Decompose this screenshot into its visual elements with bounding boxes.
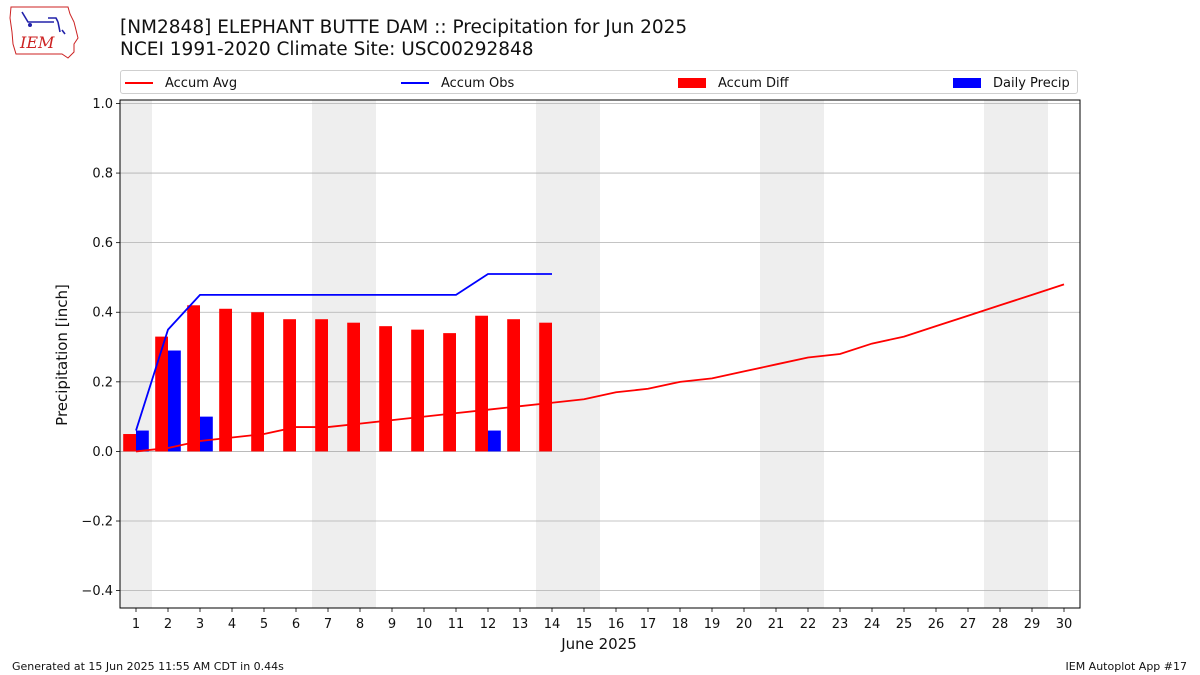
legend-swatch-accum-obs: [401, 82, 429, 84]
x-tick-label: 11: [448, 617, 465, 632]
x-tick-label: 14: [544, 617, 561, 632]
y-tick-label: 0.0: [92, 445, 113, 460]
accum-diff-bar-day-10: [411, 329, 424, 452]
x-tick-label: 28: [992, 617, 1009, 632]
x-tick-label: 9: [388, 617, 396, 632]
x-tick-label: 16: [608, 617, 625, 632]
chart-legend: Accum Avg Accum Obs Accum Diff Daily Pre…: [120, 70, 1078, 94]
x-tick-label: 24: [864, 617, 881, 632]
lines: [135, 273, 1065, 453]
daily-precip-bar-day-2: [168, 350, 181, 452]
app-label: IEM Autoplot App #17: [1065, 660, 1188, 673]
weekend-band-day-29: [1016, 100, 1048, 608]
legend-label-accum-diff: Accum Diff: [718, 75, 789, 91]
x-tick-label: 22: [800, 617, 817, 632]
iowa-outline: [9, 6, 79, 59]
y-tick-label: −0.2: [81, 515, 113, 530]
weather-symbols-icon: [21, 11, 66, 35]
accum-diff-bar-day-4: [219, 308, 232, 452]
chart-title: [NM2848] ELEPHANT BUTTE DAM :: Precipita…: [120, 17, 688, 38]
y-tick-label: 1.0: [92, 97, 113, 112]
y-tick-label: 0.4: [92, 306, 113, 321]
x-tick-label: 12: [480, 617, 497, 632]
legend-swatch-accum-avg: [125, 82, 153, 84]
accum-diff-bar-day-13: [507, 319, 520, 452]
x-tick-label: 1: [132, 617, 140, 632]
accum-diff-bar-day-5: [251, 312, 264, 452]
weekend-band-day-15: [568, 100, 600, 608]
accum-diff-bar-day-6: [283, 319, 296, 452]
accum-diff-bar-day-12: [475, 315, 488, 452]
x-tick-label: 17: [640, 617, 657, 632]
x-tick-label: 26: [928, 617, 945, 632]
x-tick-label: 8: [356, 617, 364, 632]
daily-precip-bar-day-12: [488, 430, 501, 452]
legend-item-accum-obs: Accum Obs: [401, 74, 514, 92]
x-tick-label: 20: [736, 617, 753, 632]
x-tick-label: 10: [416, 617, 433, 632]
weekend-band-day-1: [120, 100, 152, 608]
weekend-band-day-28: [984, 100, 1016, 608]
logo-text: IEM: [19, 33, 55, 52]
accum-diff-bar-day-7: [315, 319, 328, 452]
accum-diff-bar-day-3: [187, 305, 200, 452]
accum-obs-line: [135, 273, 552, 431]
x-tick-label: 23: [832, 617, 849, 632]
axes: [119, 99, 1081, 609]
plot-frame: [119, 99, 1081, 609]
legend-item-accum-avg: Accum Avg: [125, 74, 237, 92]
generated-timestamp: Generated at 15 Jun 2025 11:55 AM CDT in…: [12, 660, 284, 673]
accum-diff-bar-day-9: [379, 326, 392, 452]
legend-label-accum-obs: Accum Obs: [441, 75, 515, 91]
accum-diff-bar-day-1: [123, 434, 136, 452]
x-tick-label: 6: [292, 617, 300, 632]
y-axis-label: Precipitation [inch]: [53, 284, 71, 426]
legend-swatch-daily-precip: [953, 78, 981, 88]
x-tick-label: 19: [704, 617, 721, 632]
x-tick-label: 18: [672, 617, 689, 632]
x-tick-label: 15: [576, 617, 593, 632]
daily-precip-bar-day-3: [200, 416, 213, 452]
x-tick-label: 4: [228, 617, 236, 632]
y-tick-label: 0.6: [92, 236, 113, 251]
legend-label-daily-precip: Daily Precip: [993, 75, 1070, 91]
bars: [123, 305, 552, 452]
x-tick-label: 21: [768, 617, 785, 632]
y-gridlines: [120, 103, 1080, 592]
x-tick-label: 27: [960, 617, 977, 632]
weekend-band-day-21: [760, 100, 792, 608]
y-ticks: −0.4 −0.2 0.0 0.2 0.4 0.6 0.8 1.0: [81, 97, 120, 599]
x-axis-label: June 2025: [560, 635, 637, 653]
accum-diff-bar-day-14: [539, 322, 552, 452]
accum-diff-bar-day-11: [443, 333, 456, 452]
weekend-band-day-22: [792, 100, 824, 608]
x-tick-label: 5: [260, 617, 268, 632]
x-tick-label: 2: [164, 617, 172, 632]
legend-item-accum-diff: Accum Diff: [678, 74, 789, 92]
legend-item-daily-precip: Daily Precip: [953, 74, 1070, 92]
daily-precip-bar-day-1: [136, 430, 149, 452]
x-tick-label: 30: [1056, 617, 1073, 632]
station-dot-icon: [28, 23, 32, 27]
y-tick-label: 0.8: [92, 167, 113, 182]
accum-diff-bar-day-2: [155, 336, 168, 452]
x-tick-label: 7: [324, 617, 332, 632]
x-tick-label: 25: [896, 617, 913, 632]
iem-logo: IEM: [9, 6, 79, 59]
y-tick-label: 0.2: [92, 375, 113, 390]
x-tick-label: 29: [1024, 617, 1041, 632]
x-tick-label: 13: [512, 617, 529, 632]
chart-subtitle: NCEI 1991-2020 Climate Site: USC00292848: [120, 39, 534, 60]
x-tick-label: 3: [196, 617, 204, 632]
accum-avg-line: [135, 283, 1065, 453]
x-ticks: 1 2 3 4 5 6 7 8 9 10 11 12 13 14 15 16 17 18 19 20 21 22 23 24 2…: [132, 608, 1072, 632]
legend-label-accum-avg: Accum Avg: [165, 75, 238, 91]
legend-swatch-accum-diff: [678, 78, 706, 88]
accum-diff-bar-day-8: [347, 322, 360, 452]
y-tick-label: −0.4: [81, 584, 113, 599]
